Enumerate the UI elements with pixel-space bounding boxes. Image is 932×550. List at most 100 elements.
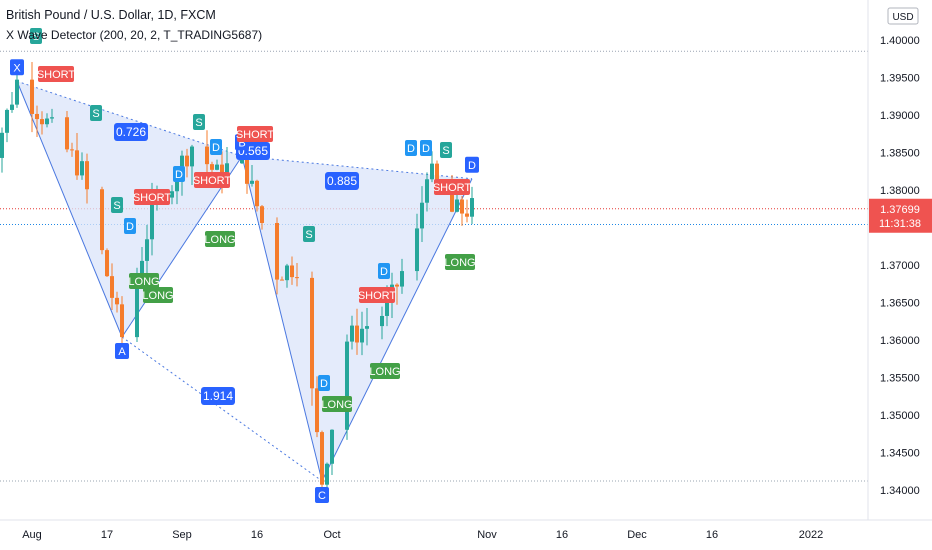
candle-body <box>140 260 144 277</box>
y-tick-label: 1.38500 <box>880 148 920 160</box>
x-tick-label: Nov <box>477 529 497 541</box>
ratio-label-bg <box>201 387 235 405</box>
point-label-a: A <box>118 346 126 358</box>
candle-body <box>225 163 229 181</box>
long-signal: LONG <box>321 399 352 411</box>
candle-body <box>105 250 109 277</box>
candle-body <box>85 161 89 190</box>
s-marker: S <box>195 117 202 129</box>
y-tick-label: 1.36500 <box>880 298 920 310</box>
candle-body <box>100 189 104 251</box>
short-signal: SHORT <box>236 129 275 141</box>
candle-body <box>350 325 354 342</box>
candle-body <box>450 180 454 212</box>
candle-body <box>135 276 139 338</box>
point-marker-bg <box>465 156 479 173</box>
marker-bg <box>193 114 205 130</box>
last-price-label: 1.37699 <box>880 204 920 216</box>
currency-badge-bg[interactable] <box>887 7 919 25</box>
y-tick-label: 1.34500 <box>880 448 920 460</box>
candle-body <box>320 432 324 485</box>
candle-body <box>330 429 334 464</box>
candle-body <box>275 222 279 280</box>
currency-badge[interactable]: USD <box>892 12 913 23</box>
candle-body <box>295 277 299 279</box>
ratio-label-bg <box>114 123 148 141</box>
candle-body <box>5 109 9 133</box>
signal-bg <box>194 172 230 188</box>
candle-body <box>190 146 194 167</box>
candle-body <box>435 163 439 181</box>
point-label-x: X <box>13 62 21 74</box>
candle-body <box>385 302 389 316</box>
point-label-b: B <box>238 137 245 149</box>
marker-bg <box>303 226 315 242</box>
price-tag-bg <box>869 198 932 233</box>
candle-body <box>45 118 49 125</box>
candle-body <box>470 198 474 217</box>
candle-body <box>50 117 54 119</box>
point-marker-bg <box>115 343 129 359</box>
point-marker-bg <box>315 487 329 503</box>
y-tick-label: 1.35500 <box>880 373 920 385</box>
ratio-line-ac <box>121 336 323 482</box>
d-marker: D <box>212 142 220 154</box>
s-marker: S <box>32 31 39 43</box>
y-tick-label: 1.38000 <box>880 185 920 197</box>
candle-body <box>425 179 429 203</box>
candle-body <box>10 104 14 110</box>
candle-body <box>75 150 79 176</box>
x-tick-label: 17 <box>101 529 113 541</box>
ratio-label: 0.885 <box>327 174 357 188</box>
candle-body <box>460 199 464 214</box>
candle-body <box>150 200 154 240</box>
d-marker: D <box>407 143 415 155</box>
x-tick-label: Sep <box>172 529 192 541</box>
ratio-label-bg <box>325 172 359 190</box>
x-tick-label: 2022 <box>799 529 823 541</box>
s-marker: S <box>113 200 120 212</box>
y-tick-label: 1.34000 <box>880 485 920 497</box>
x-tick-label: 16 <box>706 529 718 541</box>
long-signal: LONG <box>142 290 173 302</box>
candle-body <box>245 147 249 184</box>
long-signal: LONG <box>444 257 475 269</box>
marker-bg <box>378 263 390 279</box>
candle-body <box>145 239 149 261</box>
candle-body <box>170 191 174 198</box>
bar-countdown: 11:31:38 <box>879 218 921 230</box>
indicator-legend[interactable]: X Wave Detector (200, 20, 2, T_TRADING56… <box>6 28 263 42</box>
x-tick-label: Aug <box>22 529 42 541</box>
d-marker: D <box>422 143 430 155</box>
candle-body <box>360 328 364 343</box>
signal-bg <box>129 273 159 289</box>
marker-bg <box>405 140 417 156</box>
y-tick-label: 1.39000 <box>880 110 920 122</box>
leg-bc <box>241 156 323 482</box>
d-marker: D <box>126 221 134 233</box>
candle-body <box>250 180 254 184</box>
candle-body <box>380 315 384 327</box>
candle-body <box>455 199 459 212</box>
candle-body <box>310 277 314 389</box>
candle-body <box>205 146 209 165</box>
y-tick-label: 1.39500 <box>880 73 920 85</box>
short-signal: SHORT <box>193 175 232 187</box>
symbol-title[interactable]: British Pound / U.S. Dollar, 1D, FXCM <box>6 8 216 22</box>
s-marker: S <box>305 229 312 241</box>
point-marker-bg <box>10 59 24 76</box>
candle-body <box>215 164 219 170</box>
marker-bg <box>90 105 102 121</box>
candle-body <box>35 113 39 120</box>
candle-body <box>315 388 319 433</box>
x-tick-label: 16 <box>556 529 568 541</box>
candle-body <box>115 297 119 305</box>
candle-body <box>15 79 19 105</box>
signal-bg <box>237 126 273 142</box>
y-tick-label: 1.37000 <box>880 260 920 272</box>
pattern-fill-xab <box>17 81 242 337</box>
signal-bg <box>143 287 173 303</box>
signal-bg <box>205 231 235 247</box>
signal-bg <box>134 189 170 205</box>
